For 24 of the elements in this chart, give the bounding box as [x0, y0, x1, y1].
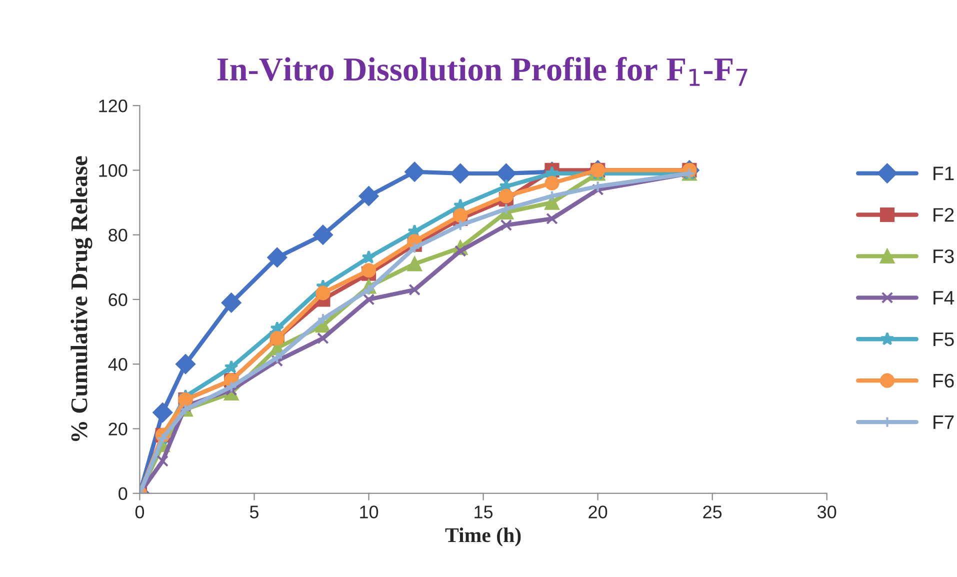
legend-label: F4 — [934, 291, 954, 304]
legend-label: F1 — [934, 166, 954, 180]
x-tick-label: 0 — [135, 506, 144, 518]
y-tick-label: 60 — [108, 293, 128, 306]
legend-label: F5 — [934, 332, 954, 346]
chart-title: In-Vitro Dissolution Profile for F$_{1}$-F$_{7}$ — [217, 56, 748, 86]
y-tick-label: 40 — [108, 358, 128, 371]
y-tick-label: 80 — [108, 228, 128, 242]
x-tick-label: 5 — [250, 506, 259, 518]
y-tick-label: 120 — [99, 100, 128, 112]
legend-label: F6 — [934, 374, 954, 388]
y-tick-label: 0 — [118, 487, 128, 500]
x-tick-label: 20 — [588, 506, 608, 518]
y-axis-title: % Cumulative Drug Release — [70, 156, 92, 441]
y-tick-label: 100 — [99, 164, 128, 177]
x-tick-label: 15 — [474, 506, 493, 518]
legend-label: F3 — [934, 249, 954, 264]
x-tick-label: 30 — [817, 506, 836, 518]
x-axis-title: Time (h) — [445, 528, 521, 546]
x-tick-label: 10 — [360, 506, 378, 518]
x-tick-label: 25 — [703, 506, 722, 518]
legend-label: F2 — [934, 208, 954, 222]
legend-label: F7 — [934, 415, 954, 429]
y-tick-label: 20 — [108, 422, 128, 436]
